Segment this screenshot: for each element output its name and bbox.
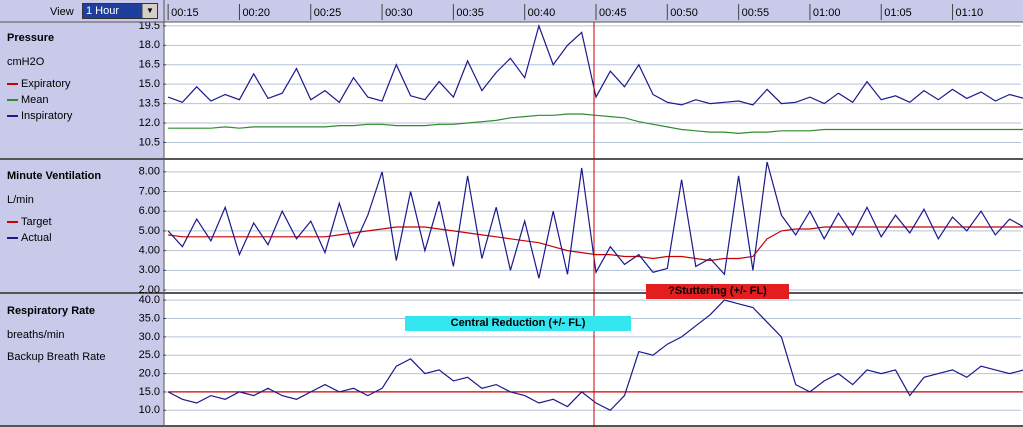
y-tick-label: 40.0	[139, 294, 160, 306]
legend-label: Actual	[21, 232, 52, 244]
y-tick-label: 4.00	[139, 245, 160, 257]
y-tick-label: 18.0	[139, 39, 160, 51]
y-tick-label: 2.00	[139, 284, 160, 296]
view-dropdown[interactable]: 1 Hour ▼	[82, 3, 158, 19]
y-axis-label: cmH2O	[7, 56, 45, 68]
x-tick-label: 01:10	[956, 7, 984, 19]
panel-title: Pressure	[7, 32, 54, 44]
y-tick-label: 12.0	[139, 117, 160, 129]
series-line	[167, 161, 1023, 279]
x-tick-label: 00:25	[314, 7, 342, 19]
view-value: 1 Hour	[86, 5, 120, 17]
panel-title: Respiratory Rate	[7, 305, 95, 317]
legend-label: Expiratory	[21, 78, 71, 90]
y-tick-label: 35.0	[139, 312, 160, 324]
y-tick-label: 10.0	[139, 404, 160, 416]
y-tick-label: 15.0	[139, 386, 160, 398]
side-panel	[0, 22, 164, 427]
series-line	[167, 23, 1023, 106]
y-tick-label: 3.00	[139, 264, 160, 276]
x-tick-label: 00:15	[171, 7, 199, 19]
series-line	[167, 299, 1023, 412]
series-line	[168, 226, 1023, 262]
dropdown-arrow[interactable]: ▼	[142, 4, 157, 18]
x-tick-label: 00:50	[670, 7, 698, 19]
legend-label: Mean	[21, 94, 49, 106]
y-tick-label: 13.5	[139, 98, 160, 110]
y-tick-label: 15.0	[139, 78, 160, 90]
x-tick-label: 00:35	[456, 7, 484, 19]
y-tick-label: 7.00	[139, 185, 160, 197]
annotation: ?Stuttering (+/- FL)	[646, 284, 789, 299]
y-tick-label: 8.00	[139, 166, 160, 178]
x-tick-label: 00:55	[742, 7, 770, 19]
x-tick-label: 00:20	[242, 7, 270, 19]
legend-label: Target	[21, 216, 52, 228]
view-label: View	[50, 6, 74, 18]
y-tick-label: 6.00	[139, 205, 160, 217]
toolbar	[0, 0, 1023, 22]
legend-label: Inspiratory	[21, 110, 73, 122]
x-tick-label: 00:45	[599, 7, 627, 19]
y-tick-label: 5.00	[139, 225, 160, 237]
y-tick-label: 30.0	[139, 331, 160, 343]
x-tick-label: 01:05	[884, 7, 912, 19]
y-axis-label: breaths/min	[7, 329, 64, 341]
x-tick-label: 01:00	[813, 7, 841, 19]
y-tick-label: 20.0	[139, 367, 160, 379]
annotation: Central Reduction (+/- FL)	[405, 316, 631, 331]
legend-label: Backup Breath Rate	[7, 351, 105, 363]
x-tick-label: 00:40	[528, 7, 556, 19]
y-tick-label: 25.0	[139, 349, 160, 361]
y-tick-label: 10.5	[139, 136, 160, 148]
y-axis-label: L/min	[7, 194, 34, 206]
x-tick-label: 00:30	[385, 7, 413, 19]
y-tick-label: 19.5	[139, 20, 160, 32]
panel-title: Minute Ventilation	[7, 170, 101, 182]
series-line	[168, 113, 1023, 135]
y-tick-label: 16.5	[139, 59, 160, 71]
